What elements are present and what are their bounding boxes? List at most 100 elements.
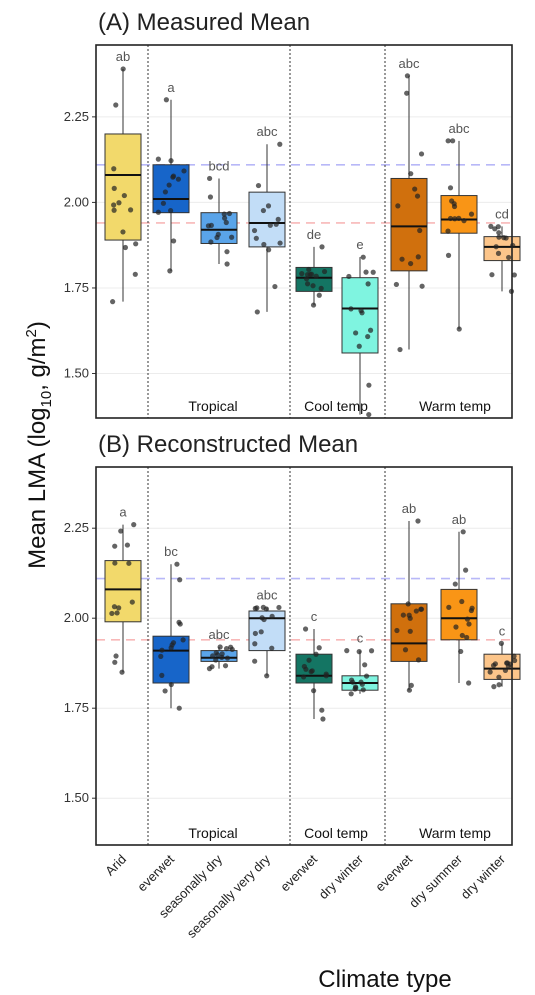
data-point: [346, 273, 352, 280]
data-point: [222, 215, 228, 221]
data-point: [120, 229, 126, 235]
data-point: [260, 207, 267, 214]
data-point: [452, 581, 458, 587]
data-point: [176, 705, 182, 711]
data-point: [445, 138, 451, 144]
box-1: [104, 522, 142, 675]
data-point: [210, 653, 216, 659]
data-point: [119, 669, 125, 675]
data-point: [112, 560, 118, 566]
data-point: [511, 272, 517, 278]
data-point: [488, 223, 494, 229]
data-point: [468, 211, 475, 217]
data-point: [319, 707, 325, 713]
significance-letter: abc: [399, 56, 420, 71]
data-point: [463, 567, 469, 573]
data-point: [491, 684, 497, 690]
box-2: [152, 97, 190, 274]
data-point: [406, 687, 413, 693]
box-8: [440, 138, 478, 332]
data-point: [321, 268, 328, 275]
data-point: [167, 268, 173, 274]
data-point: [159, 672, 165, 678]
data-point: [166, 182, 172, 188]
data-point: [221, 211, 227, 217]
data-point: [303, 276, 310, 282]
data-point: [158, 653, 164, 659]
data-point: [168, 681, 174, 688]
data-point: [213, 657, 219, 663]
data-point: [177, 577, 183, 583]
y-tick-label: 2.25: [64, 109, 89, 124]
significance-letter: abc: [257, 587, 278, 602]
data-point: [168, 207, 174, 214]
data-point: [394, 627, 400, 634]
data-point: [171, 238, 177, 244]
significance-letter: abc: [209, 627, 230, 642]
data-point: [122, 244, 129, 251]
data-point: [255, 182, 262, 189]
data-point: [459, 632, 465, 639]
data-point: [252, 630, 258, 637]
data-point: [348, 691, 354, 697]
data-point: [320, 716, 326, 722]
data-point: [112, 659, 118, 665]
data-point: [111, 604, 118, 610]
panel-a-group-warm-temp: Warm temp: [419, 398, 491, 414]
data-point: [452, 216, 458, 222]
data-point: [469, 605, 475, 611]
data-point: [224, 655, 231, 661]
data-point: [251, 227, 258, 234]
data-point: [489, 272, 495, 278]
y-tick-label: 1.75: [64, 700, 89, 715]
panel-a-title: (A) Measured Mean: [98, 9, 310, 36]
data-point: [258, 629, 264, 635]
significance-letter: ab: [452, 512, 466, 527]
data-point: [404, 90, 410, 96]
data-point: [303, 666, 309, 672]
data-point: [155, 209, 161, 215]
data-point: [402, 647, 409, 653]
x-category-7: everwet: [372, 851, 415, 894]
significance-letter: c: [357, 631, 364, 646]
box-iqr: [104, 133, 142, 241]
data-point: [209, 664, 215, 670]
panel-a-y-ticks: 1.50 1.75 2.00 2.25: [64, 109, 96, 381]
box-2: [152, 561, 190, 711]
x-category-5: everwet: [277, 851, 320, 894]
data-point: [365, 333, 371, 340]
data-point: [397, 346, 403, 353]
x-category-9: dry winter: [458, 851, 509, 902]
data-point: [114, 610, 120, 616]
panel-b-group-warm-temp: Warm temp: [419, 825, 491, 841]
data-point: [168, 645, 174, 651]
data-point: [302, 626, 309, 632]
data-point: [310, 302, 317, 308]
data-point: [417, 227, 423, 234]
data-point: [395, 203, 401, 209]
data-point: [222, 663, 229, 669]
data-point: [323, 671, 329, 677]
data-point: [501, 235, 507, 241]
data-point: [419, 283, 425, 289]
data-point: [127, 207, 134, 213]
box-4: [248, 141, 286, 315]
data-point: [459, 598, 465, 605]
data-point: [466, 680, 472, 686]
data-point: [415, 657, 422, 663]
data-point: [267, 222, 273, 228]
data-point: [263, 606, 269, 612]
data-point: [368, 648, 375, 654]
box-1: [104, 66, 142, 305]
data-point: [111, 207, 117, 213]
significance-letter: ab: [116, 49, 130, 64]
data-point: [418, 151, 425, 157]
data-point: [348, 306, 354, 312]
data-point: [350, 679, 356, 685]
box-7: [390, 518, 428, 693]
significance-letter: abc: [257, 124, 278, 139]
data-point: [276, 604, 282, 611]
data-point: [506, 254, 512, 261]
